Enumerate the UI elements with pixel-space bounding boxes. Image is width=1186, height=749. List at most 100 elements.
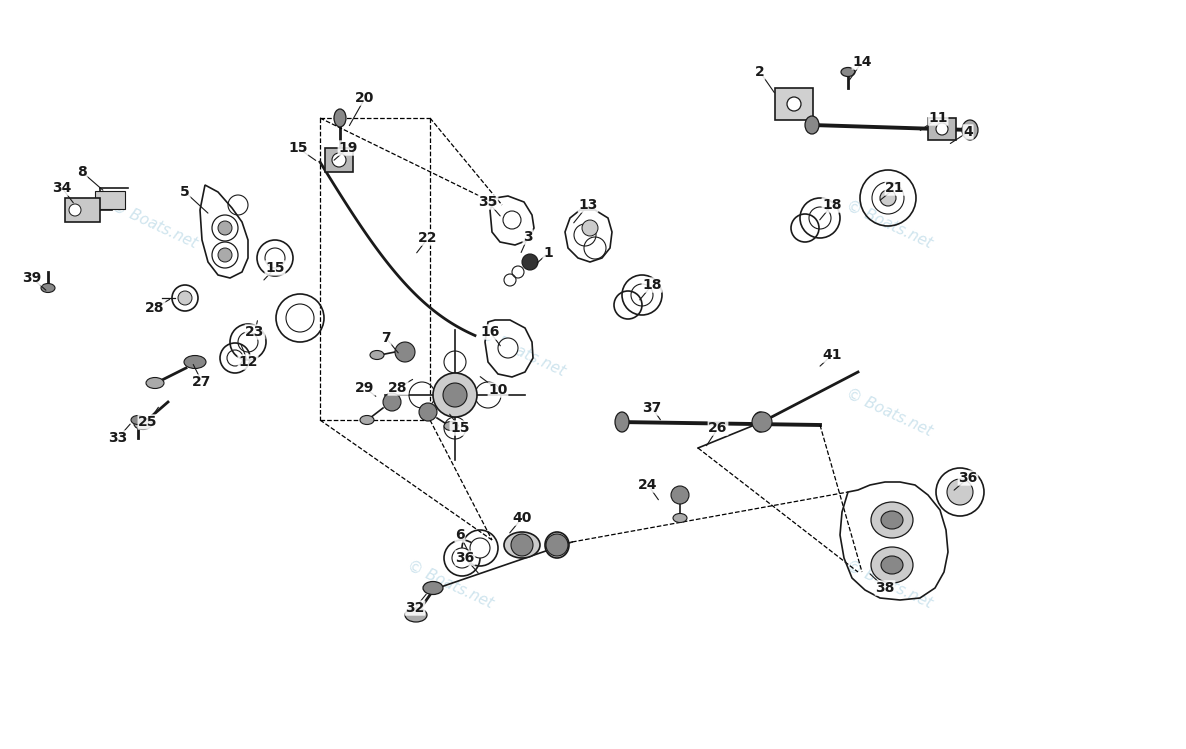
Text: © Boats.net: © Boats.net [406, 558, 496, 610]
Ellipse shape [423, 581, 444, 595]
Text: 34: 34 [52, 181, 71, 195]
Bar [95, 191, 125, 209]
Text: 29: 29 [356, 381, 375, 395]
Circle shape [69, 204, 81, 216]
Text: 12: 12 [238, 355, 257, 369]
Ellipse shape [881, 556, 903, 574]
Text: 21: 21 [885, 181, 905, 195]
Bar [927, 118, 956, 140]
Circle shape [498, 338, 518, 358]
Text: 3: 3 [523, 230, 533, 244]
Text: 22: 22 [419, 231, 438, 245]
Text: 16: 16 [480, 325, 499, 339]
Circle shape [511, 534, 533, 556]
Text: 15: 15 [266, 261, 285, 275]
Ellipse shape [444, 422, 458, 431]
Ellipse shape [962, 120, 978, 140]
Text: 41: 41 [822, 348, 842, 362]
Text: 28: 28 [145, 301, 165, 315]
Text: 32: 32 [406, 601, 425, 615]
Ellipse shape [805, 116, 820, 134]
Text: 18: 18 [643, 278, 662, 292]
Ellipse shape [672, 514, 687, 523]
Text: 15: 15 [451, 421, 470, 435]
Circle shape [522, 254, 538, 270]
Text: 39: 39 [23, 271, 42, 285]
Text: 36: 36 [455, 551, 474, 565]
Ellipse shape [334, 109, 346, 127]
Text: 8: 8 [77, 165, 87, 179]
Circle shape [936, 123, 948, 135]
Text: 27: 27 [192, 375, 211, 389]
Ellipse shape [753, 412, 767, 432]
Text: 10: 10 [489, 383, 508, 397]
Circle shape [332, 153, 346, 167]
Circle shape [880, 190, 895, 206]
Circle shape [433, 373, 477, 417]
Circle shape [452, 548, 472, 568]
Circle shape [395, 342, 415, 362]
Text: 19: 19 [338, 141, 358, 155]
Text: 20: 20 [356, 91, 375, 105]
Text: 23: 23 [246, 325, 264, 339]
Ellipse shape [42, 284, 55, 293]
Circle shape [752, 412, 772, 432]
Ellipse shape [130, 416, 145, 425]
Circle shape [582, 220, 598, 236]
Circle shape [419, 403, 436, 421]
Bar [774, 88, 812, 120]
Ellipse shape [841, 67, 855, 76]
Ellipse shape [361, 416, 374, 425]
Ellipse shape [546, 532, 569, 558]
Ellipse shape [504, 532, 540, 558]
Text: 5: 5 [180, 185, 190, 199]
Ellipse shape [881, 511, 903, 529]
Ellipse shape [871, 502, 913, 538]
Text: 11: 11 [929, 111, 948, 125]
Text: 40: 40 [512, 511, 531, 525]
Text: 2: 2 [755, 65, 765, 79]
Text: 36: 36 [958, 471, 977, 485]
Circle shape [218, 221, 232, 235]
Circle shape [788, 97, 801, 111]
Text: 18: 18 [822, 198, 842, 212]
Bar [65, 198, 100, 222]
Text: © Boats.net: © Boats.net [109, 198, 199, 251]
Text: 33: 33 [108, 431, 128, 445]
Ellipse shape [616, 412, 629, 432]
Circle shape [383, 393, 401, 411]
Text: 35: 35 [478, 195, 498, 209]
Text: 24: 24 [638, 478, 658, 492]
Ellipse shape [146, 377, 164, 389]
Circle shape [218, 248, 232, 262]
Ellipse shape [404, 608, 427, 622]
Text: 6: 6 [455, 528, 465, 542]
Text: 13: 13 [579, 198, 598, 212]
Text: 37: 37 [643, 401, 662, 415]
Ellipse shape [370, 351, 384, 360]
Text: 7: 7 [381, 331, 391, 345]
Ellipse shape [184, 356, 206, 369]
Text: 26: 26 [708, 421, 728, 435]
Circle shape [470, 538, 490, 558]
Text: 28: 28 [388, 381, 408, 395]
Circle shape [503, 211, 521, 229]
Text: 14: 14 [853, 55, 872, 69]
Text: 25: 25 [139, 415, 158, 429]
Text: © Boats.net: © Boats.net [844, 386, 935, 438]
Circle shape [546, 534, 568, 556]
Text: 38: 38 [875, 581, 894, 595]
Text: © Boats.net: © Boats.net [844, 558, 935, 610]
Text: 4: 4 [963, 125, 973, 139]
Ellipse shape [134, 419, 152, 429]
Circle shape [671, 486, 689, 504]
Circle shape [946, 479, 973, 505]
Text: © Boats.net: © Boats.net [477, 326, 567, 378]
Ellipse shape [871, 547, 913, 583]
Text: 15: 15 [288, 141, 307, 155]
Circle shape [264, 248, 285, 268]
Text: © Boats.net: © Boats.net [844, 198, 935, 251]
Circle shape [286, 304, 314, 332]
Circle shape [178, 291, 192, 305]
Bar [325, 148, 353, 172]
